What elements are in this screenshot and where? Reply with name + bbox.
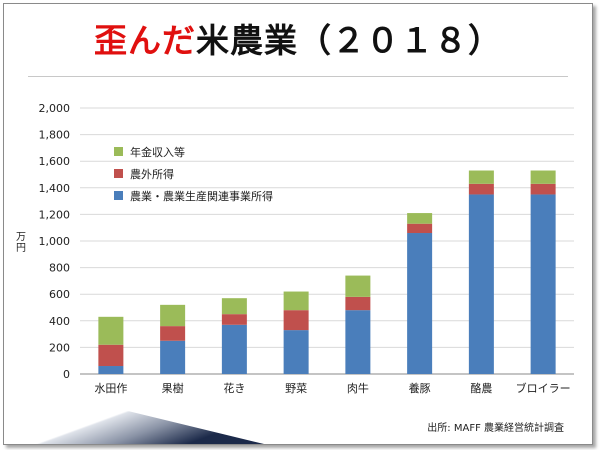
- title-accent: 歪んだ: [94, 21, 196, 60]
- bar-segment: [407, 233, 433, 374]
- y-tick-label: 0: [63, 368, 70, 381]
- bar-segment: [98, 316, 124, 345]
- x-tick-label: 果樹: [162, 382, 184, 395]
- page-title: 歪んだ米農業（２０１８）: [4, 21, 592, 61]
- y-tick-label: 1,200: [39, 208, 71, 221]
- y-tick-label: 200: [49, 341, 70, 354]
- title-divider: [28, 76, 568, 77]
- legend-label: 農業・農業生産関連事業所得: [130, 189, 273, 203]
- bar-segment: [98, 344, 124, 367]
- bar-segment: [221, 324, 247, 374]
- legend-label: 農外所得: [130, 167, 174, 181]
- y-tick-label: 2,000: [39, 102, 71, 115]
- bar-segment: [283, 291, 309, 311]
- y-tick-label: 400: [49, 315, 70, 328]
- bar-segment: [530, 194, 556, 374]
- y-tick-label: 800: [49, 262, 70, 275]
- x-tick-label: ブロイラー: [516, 381, 571, 395]
- legend-swatch: [114, 191, 123, 200]
- x-tick-label: 花き: [223, 382, 245, 395]
- bar-segment: [530, 183, 556, 195]
- bar-segment: [468, 170, 494, 184]
- bar-segment: [160, 326, 186, 341]
- y-axis-label: 万円: [16, 232, 26, 254]
- bar-segment: [283, 330, 309, 374]
- legend-swatch: [114, 147, 123, 156]
- bar-segment: [283, 310, 309, 331]
- legend-swatch: [114, 169, 123, 178]
- slide: 歪んだ米農業（２０１８） 万円 0 200 400 600 800 1,000 1,200 1…: [3, 3, 593, 445]
- bar-segment: [407, 213, 433, 224]
- bar-segment: [530, 170, 556, 184]
- stacked-bar-chart: 0 200 400 600 800 1,000 1,200 1,400 1,600 1,800 2,…: [39, 102, 574, 395]
- legend-label: 年金収入等: [130, 145, 185, 159]
- bar-segment: [221, 314, 247, 325]
- x-tick-label: 水田作: [94, 382, 127, 395]
- x-tick-label: 養豚: [409, 381, 431, 395]
- x-tick-label: 酪農: [470, 381, 492, 395]
- title-rest: 米農業（２０１８）: [196, 21, 502, 60]
- bar-segment: [345, 296, 371, 311]
- bars: [98, 170, 556, 374]
- y-tick-label: 1,400: [39, 182, 71, 195]
- bar-segment: [221, 298, 247, 315]
- bar-segment: [407, 223, 433, 234]
- x-tick-labels: 水田作 果樹 花き 野菜 肉牛 養豚 酪農 ブロイラー: [94, 381, 570, 395]
- bar-segment: [160, 304, 186, 327]
- source-note: 出所: MAFF 農業経営統計調査: [427, 423, 564, 434]
- x-tick-label: 野菜: [285, 382, 307, 395]
- bar-segment: [468, 194, 494, 374]
- bar-segment: [345, 275, 371, 297]
- y-tick-label: 600: [49, 288, 70, 301]
- bar-segment: [345, 310, 371, 374]
- x-tick-label: 肉牛: [347, 381, 369, 395]
- bar-segment: [98, 366, 124, 374]
- y-tick-label: 1,800: [39, 129, 71, 142]
- bar-segment: [468, 183, 494, 195]
- bar-segment: [160, 340, 186, 374]
- y-tick-labels: 0 200 400 600 800 1,000 1,200 1,400 1,600 1,800 2,…: [39, 102, 71, 381]
- y-tick-label: 1,000: [39, 235, 71, 248]
- y-tick-label: 1,600: [39, 155, 71, 168]
